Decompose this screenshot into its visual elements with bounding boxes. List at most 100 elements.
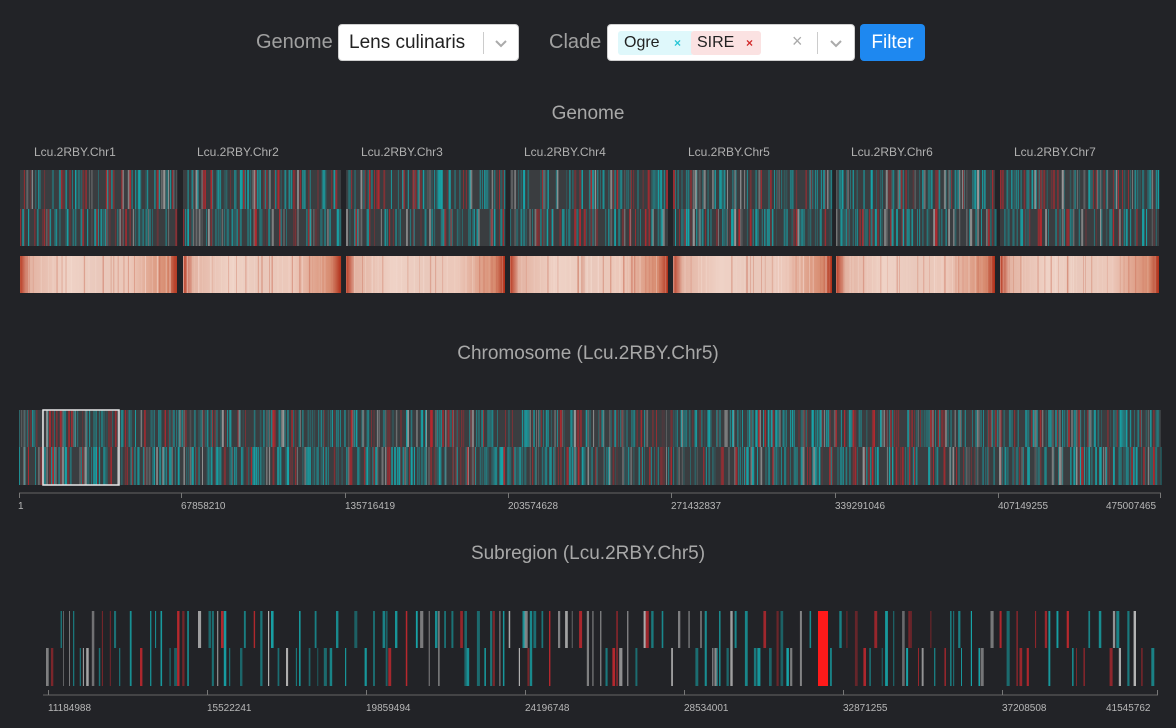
te-stripe [409,209,412,246]
te-stripe [622,447,624,485]
te-stripe [958,611,961,648]
te-stripe [740,447,741,485]
te-stripe [317,170,319,209]
te-stripe [442,410,444,447]
te-stripe [425,410,427,485]
te-stripe [491,170,494,209]
te-stripe [726,410,728,447]
te-stripe [388,648,392,686]
te-stripe [1076,648,1077,686]
te-stripe [120,410,123,447]
filter-button[interactable]: Filter [860,24,925,61]
te-stripe [961,410,962,447]
chevron-down-icon[interactable] [491,33,511,53]
te-stripe [812,170,814,209]
te-stripe [1070,447,1072,485]
te-stripe [237,410,240,447]
te-stripe [443,209,445,246]
te-stripe [1027,447,1030,485]
te-stripe [723,170,726,246]
te-stripe [19,410,20,485]
te-stripe [657,447,659,485]
te-stripe [212,410,213,447]
te-stripe [206,410,209,485]
te-stripe [162,447,165,485]
te-stripe [733,410,735,447]
selection-brush[interactable] [42,409,120,486]
te-stripe [992,170,994,209]
te-stripe [740,170,742,209]
density-stripe [236,256,237,293]
te-stripe [972,410,973,447]
te-stripe [1035,611,1037,648]
te-stripe [1003,410,1006,447]
density-stripe [156,256,159,293]
te-stripe [357,447,359,485]
te-stripe [156,447,158,485]
te-stripe [1039,410,1042,447]
te-stripe [1119,209,1121,246]
te-stripe [846,209,847,246]
te-stripe [847,170,849,209]
te-stripe [223,209,226,246]
te-stripe [790,410,791,447]
te-stripe [172,170,175,209]
clade-multiselect[interactable]: Ogre × SIRE × × [607,24,855,61]
te-stripe [425,170,427,246]
te-stripe [557,447,559,485]
te-stripe [1091,447,1093,485]
te-stripe [1012,209,1015,246]
density-stripe [151,256,153,293]
te-stripe [928,410,931,485]
te-stripe [336,209,339,246]
te-stripe [840,410,842,485]
te-stripe [146,447,148,485]
te-stripe [850,170,851,209]
te-stripe [473,447,476,485]
genome-select[interactable]: Lens culinaris [338,24,519,61]
te-stripe [409,447,410,485]
te-stripe [333,410,336,485]
te-stripe [817,170,818,246]
te-stripe [327,447,329,485]
te-stripe [888,410,891,485]
te-stripe [533,611,537,648]
te-stripe [724,410,727,447]
te-stripe [72,410,75,447]
te-stripe [518,648,520,686]
density-stripe [739,256,741,293]
density-stripe [1062,256,1064,293]
remove-tag-icon[interactable]: × [674,36,682,50]
te-stripe [1021,447,1023,485]
te-stripe [307,410,310,485]
te-stripe [926,410,928,447]
te-stripe [980,648,984,686]
te-stripe [135,170,137,246]
clear-all-icon[interactable]: × [792,31,803,51]
te-stripe [44,209,46,246]
te-stripe [245,410,246,447]
te-stripe [876,447,879,485]
te-stripe [352,410,354,447]
te-stripe [681,410,683,447]
te-stripe [1066,410,1069,447]
te-stripe [684,410,687,447]
te-stripe [19,447,20,485]
te-stripe [544,447,547,485]
te-stripe [406,410,408,485]
te-stripe [167,410,169,485]
te-stripe [985,447,987,485]
te-stripe [193,410,196,447]
te-stripe [871,410,874,485]
genome-select-separator [483,32,484,54]
te-stripe [818,410,821,485]
density-stripe [533,256,535,293]
te-stripe [175,209,178,246]
te-stripe [1118,170,1119,246]
remove-tag-icon[interactable]: × [746,36,754,50]
chromosome-tick-label: 67858210 [181,501,226,512]
te-stripe [367,209,369,246]
te-stripe [1098,170,1100,209]
te-stripe [170,447,172,485]
chevron-down-icon[interactable] [826,33,846,53]
